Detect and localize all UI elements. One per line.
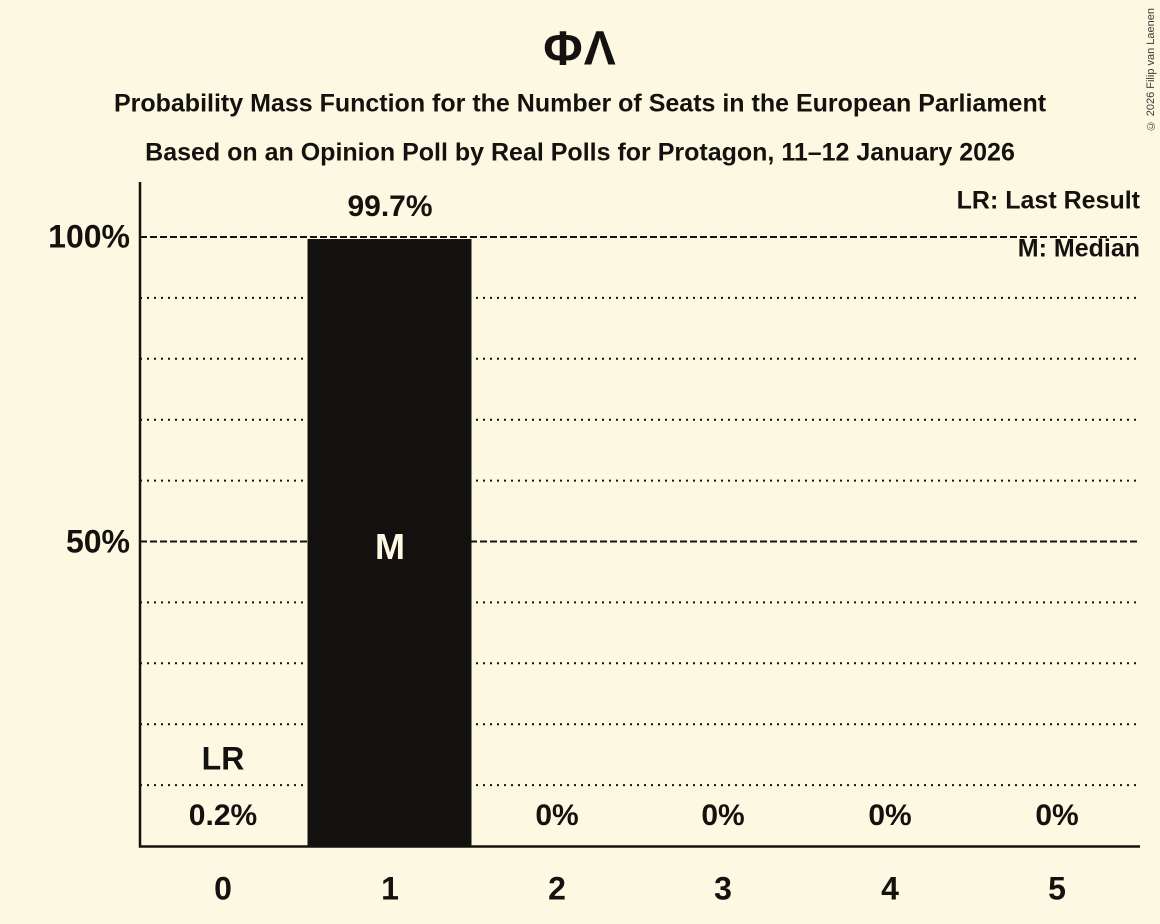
legend-median: M: Median — [1017, 234, 1140, 263]
x-tick-label-2: 2 — [548, 870, 566, 907]
value-label-seats-3: 0% — [701, 799, 745, 832]
legend-last-result: LR: Last Result — [956, 186, 1140, 215]
value-label-seats-0: 0.2% — [188, 799, 258, 832]
value-label-seats-4: 0% — [868, 799, 912, 832]
chart-axes — [138, 182, 1140, 848]
x-tick-label-5: 5 — [1048, 870, 1066, 907]
value-label-seats-1: 99.7% — [347, 190, 433, 223]
last-result-marker: LR — [201, 740, 245, 777]
page-title: ΦΛ — [543, 22, 617, 76]
chart-subtitle: Probability Mass Function for the Number… — [113, 89, 1047, 118]
x-tick-label-4: 4 — [881, 870, 899, 907]
x-tick-label-0: 0 — [214, 870, 232, 907]
y-tick-label-50: 50% — [65, 523, 130, 560]
x-tick-label-1: 1 — [381, 870, 399, 907]
value-label-seats-2: 0% — [535, 799, 579, 832]
copyright-notice: © 2026 Filip van Laenen — [1145, 8, 1157, 132]
major-gridlines — [140, 236, 1140, 543]
value-label-seats-5: 0% — [1035, 799, 1079, 832]
x-tick-label-3: 3 — [714, 870, 732, 907]
median-marker: M — [375, 526, 405, 567]
y-tick-label-100: 100% — [48, 218, 130, 255]
chart-source-line: Based on an Opinion Poll by Real Polls f… — [145, 138, 1015, 167]
pmf-bar-seats-1 — [307, 239, 472, 847]
minor-gridlines — [140, 296, 1140, 787]
